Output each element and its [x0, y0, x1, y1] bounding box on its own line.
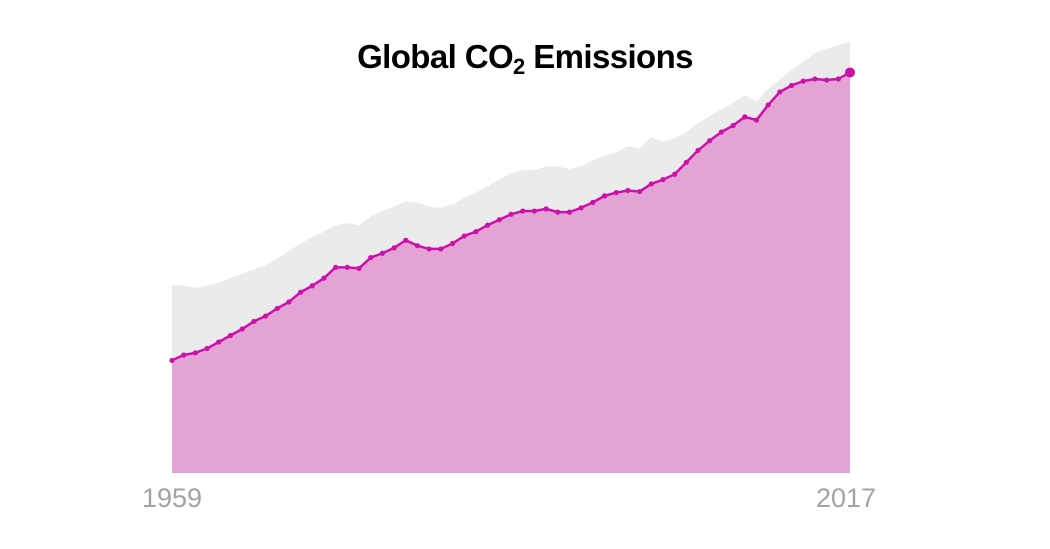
- chart-title: Global CO2 Emissions: [0, 38, 1050, 79]
- chart-title-suffix: Emissions: [524, 38, 693, 75]
- main-series-point: [812, 76, 818, 82]
- main-series-point: [648, 181, 654, 187]
- main-series-point: [239, 326, 245, 332]
- main-series-point: [578, 205, 584, 211]
- main-series-point: [438, 246, 444, 252]
- main-series-endpoint: [845, 67, 855, 78]
- main-series-area: [172, 72, 850, 473]
- main-series-point: [555, 209, 561, 215]
- main-series-point: [333, 264, 339, 270]
- main-series-point: [660, 177, 666, 183]
- main-series-point: [485, 222, 491, 228]
- main-series-point: [321, 275, 327, 281]
- main-series-point: [742, 114, 748, 120]
- main-series-point: [204, 345, 210, 352]
- main-series-point: [800, 78, 806, 84]
- x-tick-label-start: 1959: [142, 483, 202, 513]
- main-series-point: [625, 187, 631, 194]
- main-series-point: [391, 245, 397, 251]
- main-series-point: [449, 240, 456, 247]
- main-series-point: [707, 138, 713, 144]
- main-series-point: [683, 159, 689, 165]
- main-series-point: [824, 77, 830, 83]
- main-series-point: [496, 217, 502, 223]
- main-series-points: [169, 67, 855, 364]
- main-series-point: [274, 305, 280, 312]
- main-series-point: [403, 237, 409, 243]
- main-series-point: [788, 82, 795, 89]
- main-series-point: [473, 229, 479, 235]
- main-series-point: [192, 350, 198, 356]
- main-series-point: [613, 190, 619, 196]
- main-series-point: [344, 264, 350, 270]
- main-series-point: [181, 352, 187, 358]
- main-series-point: [520, 208, 526, 214]
- main-series-point: [531, 208, 537, 214]
- main-series-point: [601, 193, 608, 199]
- main-series-point: [368, 254, 374, 261]
- main-series-point: [297, 289, 304, 295]
- main-series-point: [169, 357, 175, 364]
- main-series-point: [753, 117, 760, 123]
- main-series-point: [379, 250, 386, 256]
- main-series-point: [216, 339, 222, 345]
- main-series-point: [426, 246, 432, 252]
- main-series-point: [718, 129, 725, 135]
- main-series-point: [309, 283, 315, 289]
- main-series-point: [227, 332, 234, 339]
- main-series-point: [251, 318, 257, 325]
- main-series-point: [636, 188, 643, 195]
- main-series-point: [461, 233, 467, 239]
- main-series-point: [262, 313, 269, 319]
- main-series-point: [730, 122, 736, 129]
- main-series-point: [765, 102, 771, 108]
- main-series-point: [356, 265, 362, 272]
- chart-title-main: Global CO: [357, 38, 514, 75]
- chart-title-subscript: 2: [513, 54, 525, 79]
- main-series-point: [695, 147, 701, 154]
- x-tick-label-end: 2017: [816, 483, 876, 513]
- main-series-point: [566, 209, 573, 215]
- main-series-point: [672, 171, 678, 177]
- main-series-point: [286, 299, 292, 305]
- main-series-point: [590, 199, 596, 205]
- main-series-point: [414, 243, 421, 249]
- main-series-point: [835, 76, 841, 82]
- main-series-point: [777, 89, 783, 95]
- main-series-point: [508, 211, 514, 217]
- main-series-point: [543, 206, 549, 212]
